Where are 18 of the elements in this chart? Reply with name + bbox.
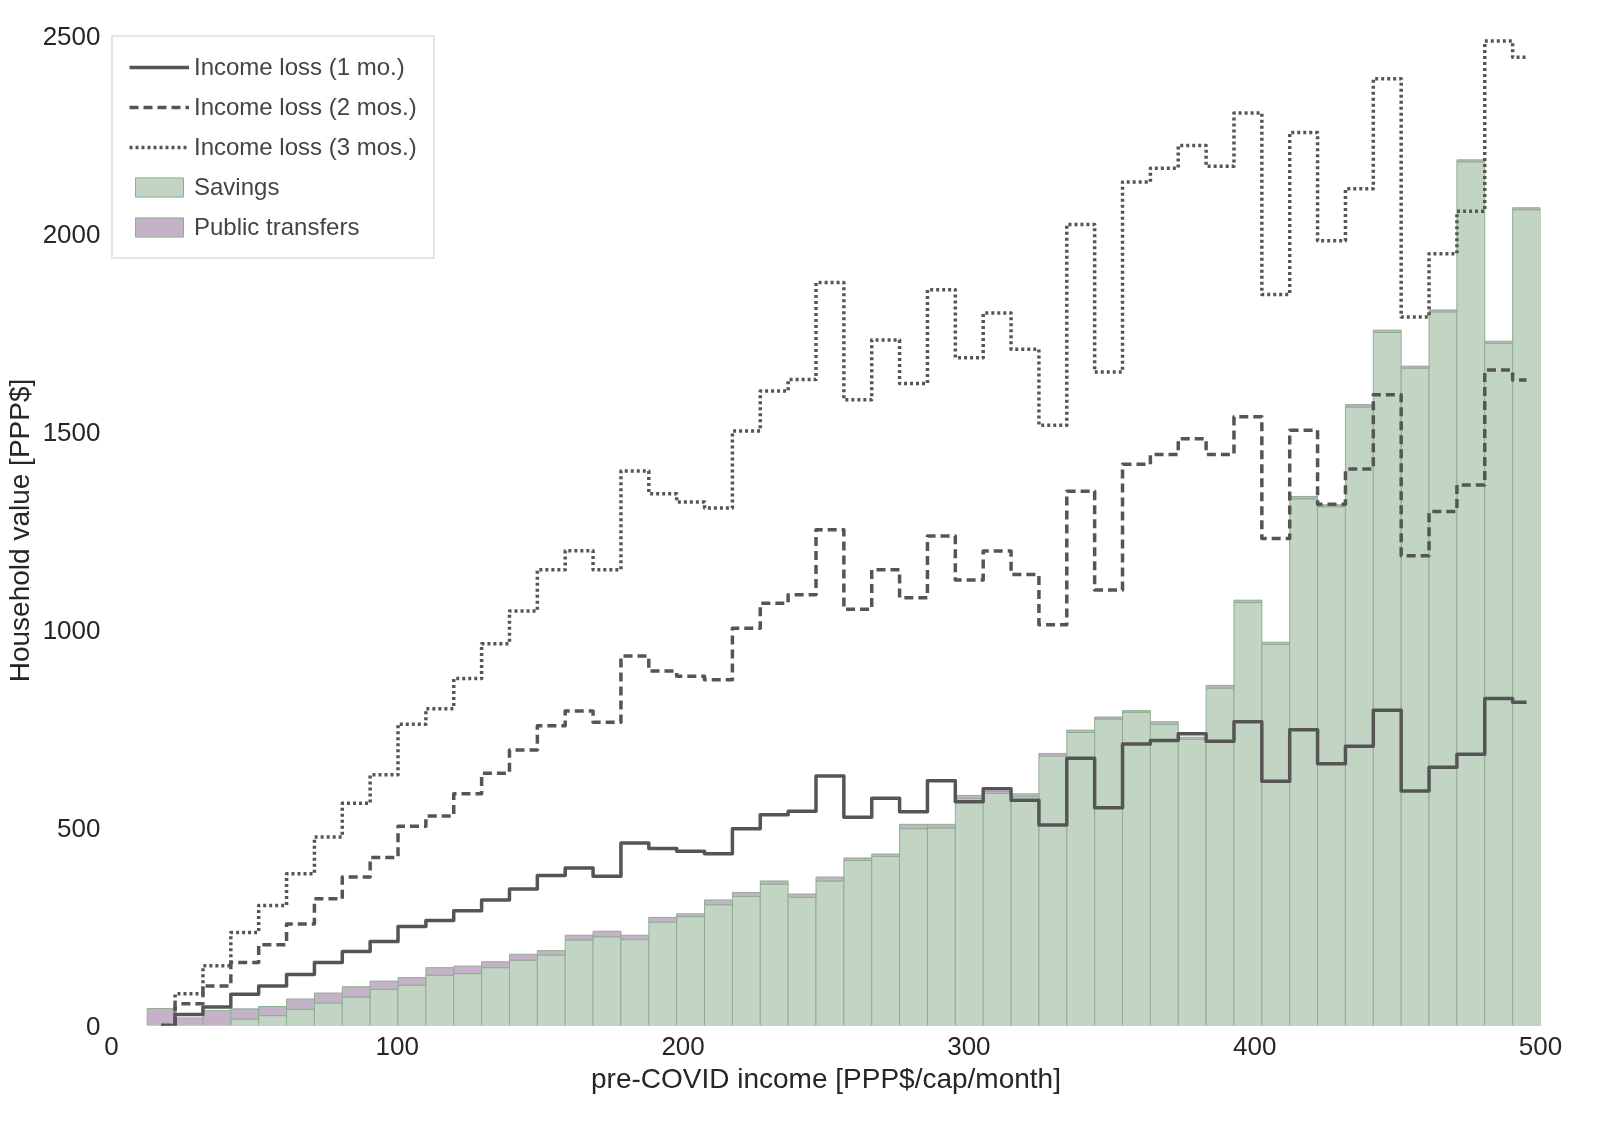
x-tick-label: 100 xyxy=(375,1030,419,1061)
y-tick-label: 1500 xyxy=(42,416,101,447)
y-axis-title: Household value [PPP$] xyxy=(3,378,35,683)
x-tick-label: 300 xyxy=(947,1030,991,1061)
x-axis-title: pre-COVID income [PPP$/cap/month] xyxy=(591,1062,1061,1094)
y-tick-label: 1000 xyxy=(42,614,101,645)
legend-label: Public transfers xyxy=(194,213,360,241)
y-tick-label: 500 xyxy=(57,812,101,843)
x-tick-label: 400 xyxy=(1233,1030,1277,1061)
legend-label: Income loss (1 mo.) xyxy=(194,53,405,81)
x-tick-label: 200 xyxy=(661,1030,705,1061)
legend-label: Savings xyxy=(194,173,280,201)
y-tick-label: 0 xyxy=(86,1010,101,1041)
legend-label: Income loss (2 mos.) xyxy=(194,93,417,121)
legend-label: Income loss (3 mos.) xyxy=(194,133,417,161)
x-tick-label: 500 xyxy=(1518,1030,1563,1061)
y-tick-label: 2500 xyxy=(42,20,101,51)
y-tick-label: 2000 xyxy=(42,218,101,249)
